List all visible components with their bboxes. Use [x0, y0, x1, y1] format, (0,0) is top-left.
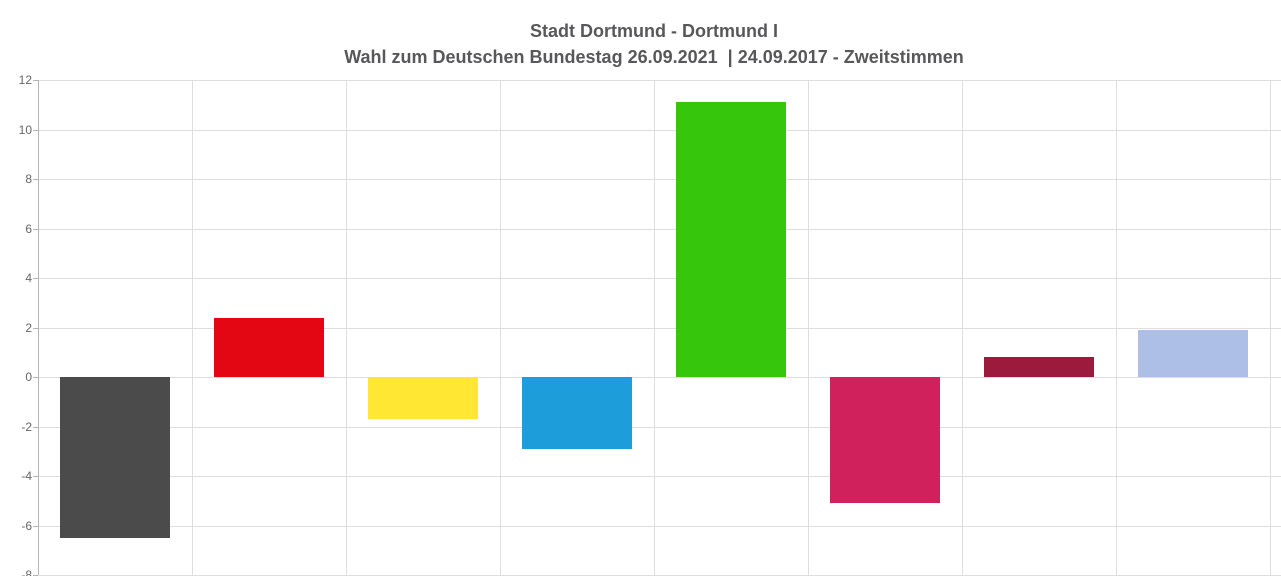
y-axis-tick — [33, 179, 38, 180]
grid-line-x — [808, 80, 809, 575]
grid-line-y — [38, 278, 1281, 279]
y-axis-tick — [33, 80, 38, 81]
y-axis-label: 12 — [18, 73, 32, 87]
y-axis-tick — [33, 377, 38, 378]
grid-line-x — [192, 80, 193, 575]
dark-red-bar[interactable] — [984, 357, 1094, 377]
y-axis-line — [38, 80, 39, 575]
grid-line-y — [38, 80, 1281, 81]
chart-subtitle: Wahl zum Deutschen Bundestag 26.09.2021 … — [344, 47, 964, 67]
grid-line-x — [1116, 80, 1117, 575]
dark-gray-bar[interactable] — [60, 377, 170, 538]
y-axis-label: 6 — [25, 221, 32, 236]
y-axis-tick — [33, 228, 38, 230]
grid-line-y — [38, 327, 1281, 329]
y-axis-tick — [33, 525, 38, 527]
y-axis-tick — [33, 476, 38, 477]
y-axis-tick — [33, 327, 38, 329]
light-blue-bar[interactable] — [522, 377, 632, 449]
y-axis-tick — [33, 426, 38, 428]
chart-title: Stadt Dortmund - Dortmund I — [530, 21, 778, 41]
grid-line-x — [500, 80, 501, 575]
grid-line-x — [654, 80, 655, 575]
grid-line-x — [1270, 80, 1271, 575]
grid-line-x — [346, 80, 347, 575]
green-bar[interactable] — [676, 102, 786, 377]
grid-line-y — [38, 377, 1281, 378]
magenta-bar[interactable] — [830, 377, 940, 504]
y-axis-label: -8 — [21, 568, 32, 576]
y-axis-label: 4 — [25, 271, 32, 285]
grid-line-x — [962, 80, 963, 575]
chart-header: Stadt Dortmund - Dortmund I Wahl zum Deu… — [38, 18, 1270, 70]
y-axis-tick — [33, 129, 38, 131]
lavender-bar[interactable] — [1138, 329, 1248, 377]
grid-line-y — [38, 129, 1281, 131]
y-axis-label: 8 — [25, 172, 32, 186]
y-axis-label: 0 — [25, 370, 32, 384]
y-axis-label: -2 — [21, 419, 32, 434]
yellow-bar[interactable] — [368, 377, 478, 420]
grid-line-y — [38, 426, 1281, 428]
grid-line-y — [38, 228, 1281, 230]
red-bar[interactable] — [214, 317, 324, 377]
y-axis-label: -4 — [21, 469, 32, 483]
y-axis-tick — [33, 278, 38, 279]
y-axis-label: -6 — [21, 518, 32, 533]
grid-line-y — [38, 179, 1281, 180]
grid-line-y — [38, 476, 1281, 477]
y-axis-label: 10 — [18, 122, 32, 137]
y-axis-label: 2 — [25, 320, 32, 335]
grid-line-y — [38, 525, 1281, 527]
